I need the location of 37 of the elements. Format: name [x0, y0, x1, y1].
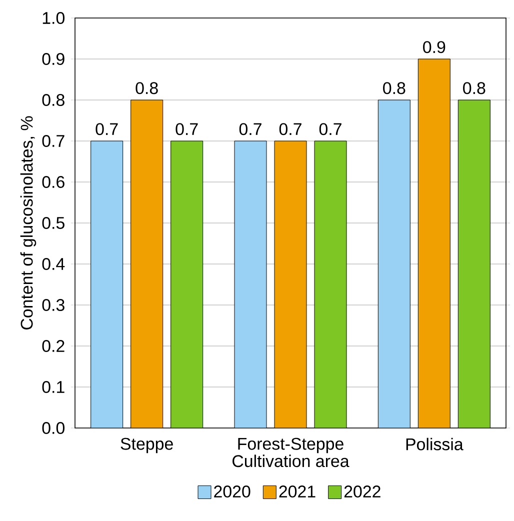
- data-label: 0.7: [96, 123, 118, 136]
- x-tick-label: Steppe: [120, 438, 173, 454]
- y-tick-label: 0.9: [42, 53, 64, 65]
- y-tick-label: 0.2: [42, 340, 64, 352]
- bar: [274, 140, 307, 428]
- y-tick-label: 0.6: [42, 176, 64, 188]
- data-label: 0.8: [136, 82, 158, 94]
- y-tick-label: 0.8: [42, 94, 64, 106]
- y-tick-label: 0.3: [42, 299, 64, 311]
- data-label: 0.7: [279, 123, 302, 136]
- y-tick-label: 0.4: [42, 258, 65, 270]
- legend-label: 2021: [279, 486, 316, 498]
- y-tick-label: 0.1: [42, 381, 64, 393]
- bar: [130, 100, 164, 428]
- y-tick-label: 0.0: [42, 422, 64, 434]
- x-axis-title: Cultivation area: [232, 454, 350, 468]
- bar: [90, 140, 124, 428]
- y-axis-title: Content of glucosinolates, %: [20, 116, 36, 330]
- bar: [170, 140, 204, 428]
- data-label: 0.7: [176, 123, 198, 136]
- data-label: 0.8: [383, 82, 406, 94]
- data-label: 0.7: [319, 123, 342, 136]
- legend-label: 2022: [344, 486, 380, 498]
- bar: [314, 140, 347, 428]
- y-tick-label: 1.0: [42, 12, 64, 24]
- bar: [234, 140, 267, 428]
- bar: [458, 100, 490, 428]
- x-tick-label: Polissia: [406, 438, 464, 450]
- legend-label: 2020: [214, 486, 250, 498]
- bar: [418, 58, 450, 428]
- data-label: 0.9: [423, 41, 446, 54]
- x-tick-label: Forest-Steppe: [238, 438, 344, 454]
- bar: [378, 100, 410, 428]
- y-tick-label: 0.5: [42, 217, 64, 229]
- data-label: 0.8: [463, 82, 486, 94]
- data-label: 0.7: [239, 123, 262, 136]
- y-tick-label: 0.7: [42, 135, 64, 147]
